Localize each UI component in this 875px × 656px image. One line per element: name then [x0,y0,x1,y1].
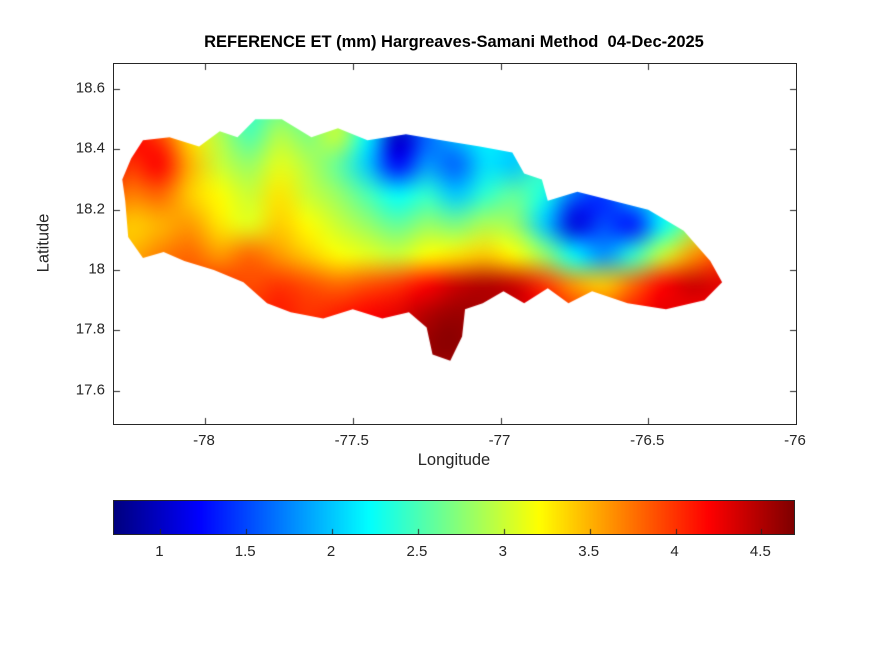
y-tick-label: 18.2 [75,200,105,218]
y-tick-label: 17.6 [75,381,105,399]
colorbar-tick-label: 2.5 [406,543,428,560]
colorbar-tick-label: 3.5 [578,543,600,560]
y-tick-label: 18.6 [75,79,105,97]
colorbar-gradient-canvas [114,501,794,534]
x-axis-label: Longitude [417,451,491,469]
colorbar-tick-label: 4 [670,543,679,560]
y-axis-label: Latitude [34,213,53,273]
colorbar-tick-label: 1 [155,543,164,560]
plot-area [113,63,797,425]
x-tick-label: -76 [784,432,806,449]
x-tick-label: -78 [193,432,215,449]
x-tick-label: -77.5 [334,432,369,449]
x-tick-label: -76.5 [630,432,665,449]
colorbar-tick-label: 3 [498,543,507,560]
y-tick-label: 18 [88,260,105,278]
colorbar-tick-label: 1.5 [234,543,256,560]
chart-title: REFERENCE ET (mm) Hargreaves-Samani Meth… [204,33,704,51]
y-tick-label: 17.8 [75,320,105,338]
y-tick-label: 18.4 [75,139,105,157]
et-heatmap-canvas [114,64,796,424]
colorbar [113,500,795,535]
colorbar-tick-label: 2 [326,543,336,560]
x-tick-label: -77 [488,432,511,449]
colorbar-tick-label: 4.5 [749,543,771,560]
